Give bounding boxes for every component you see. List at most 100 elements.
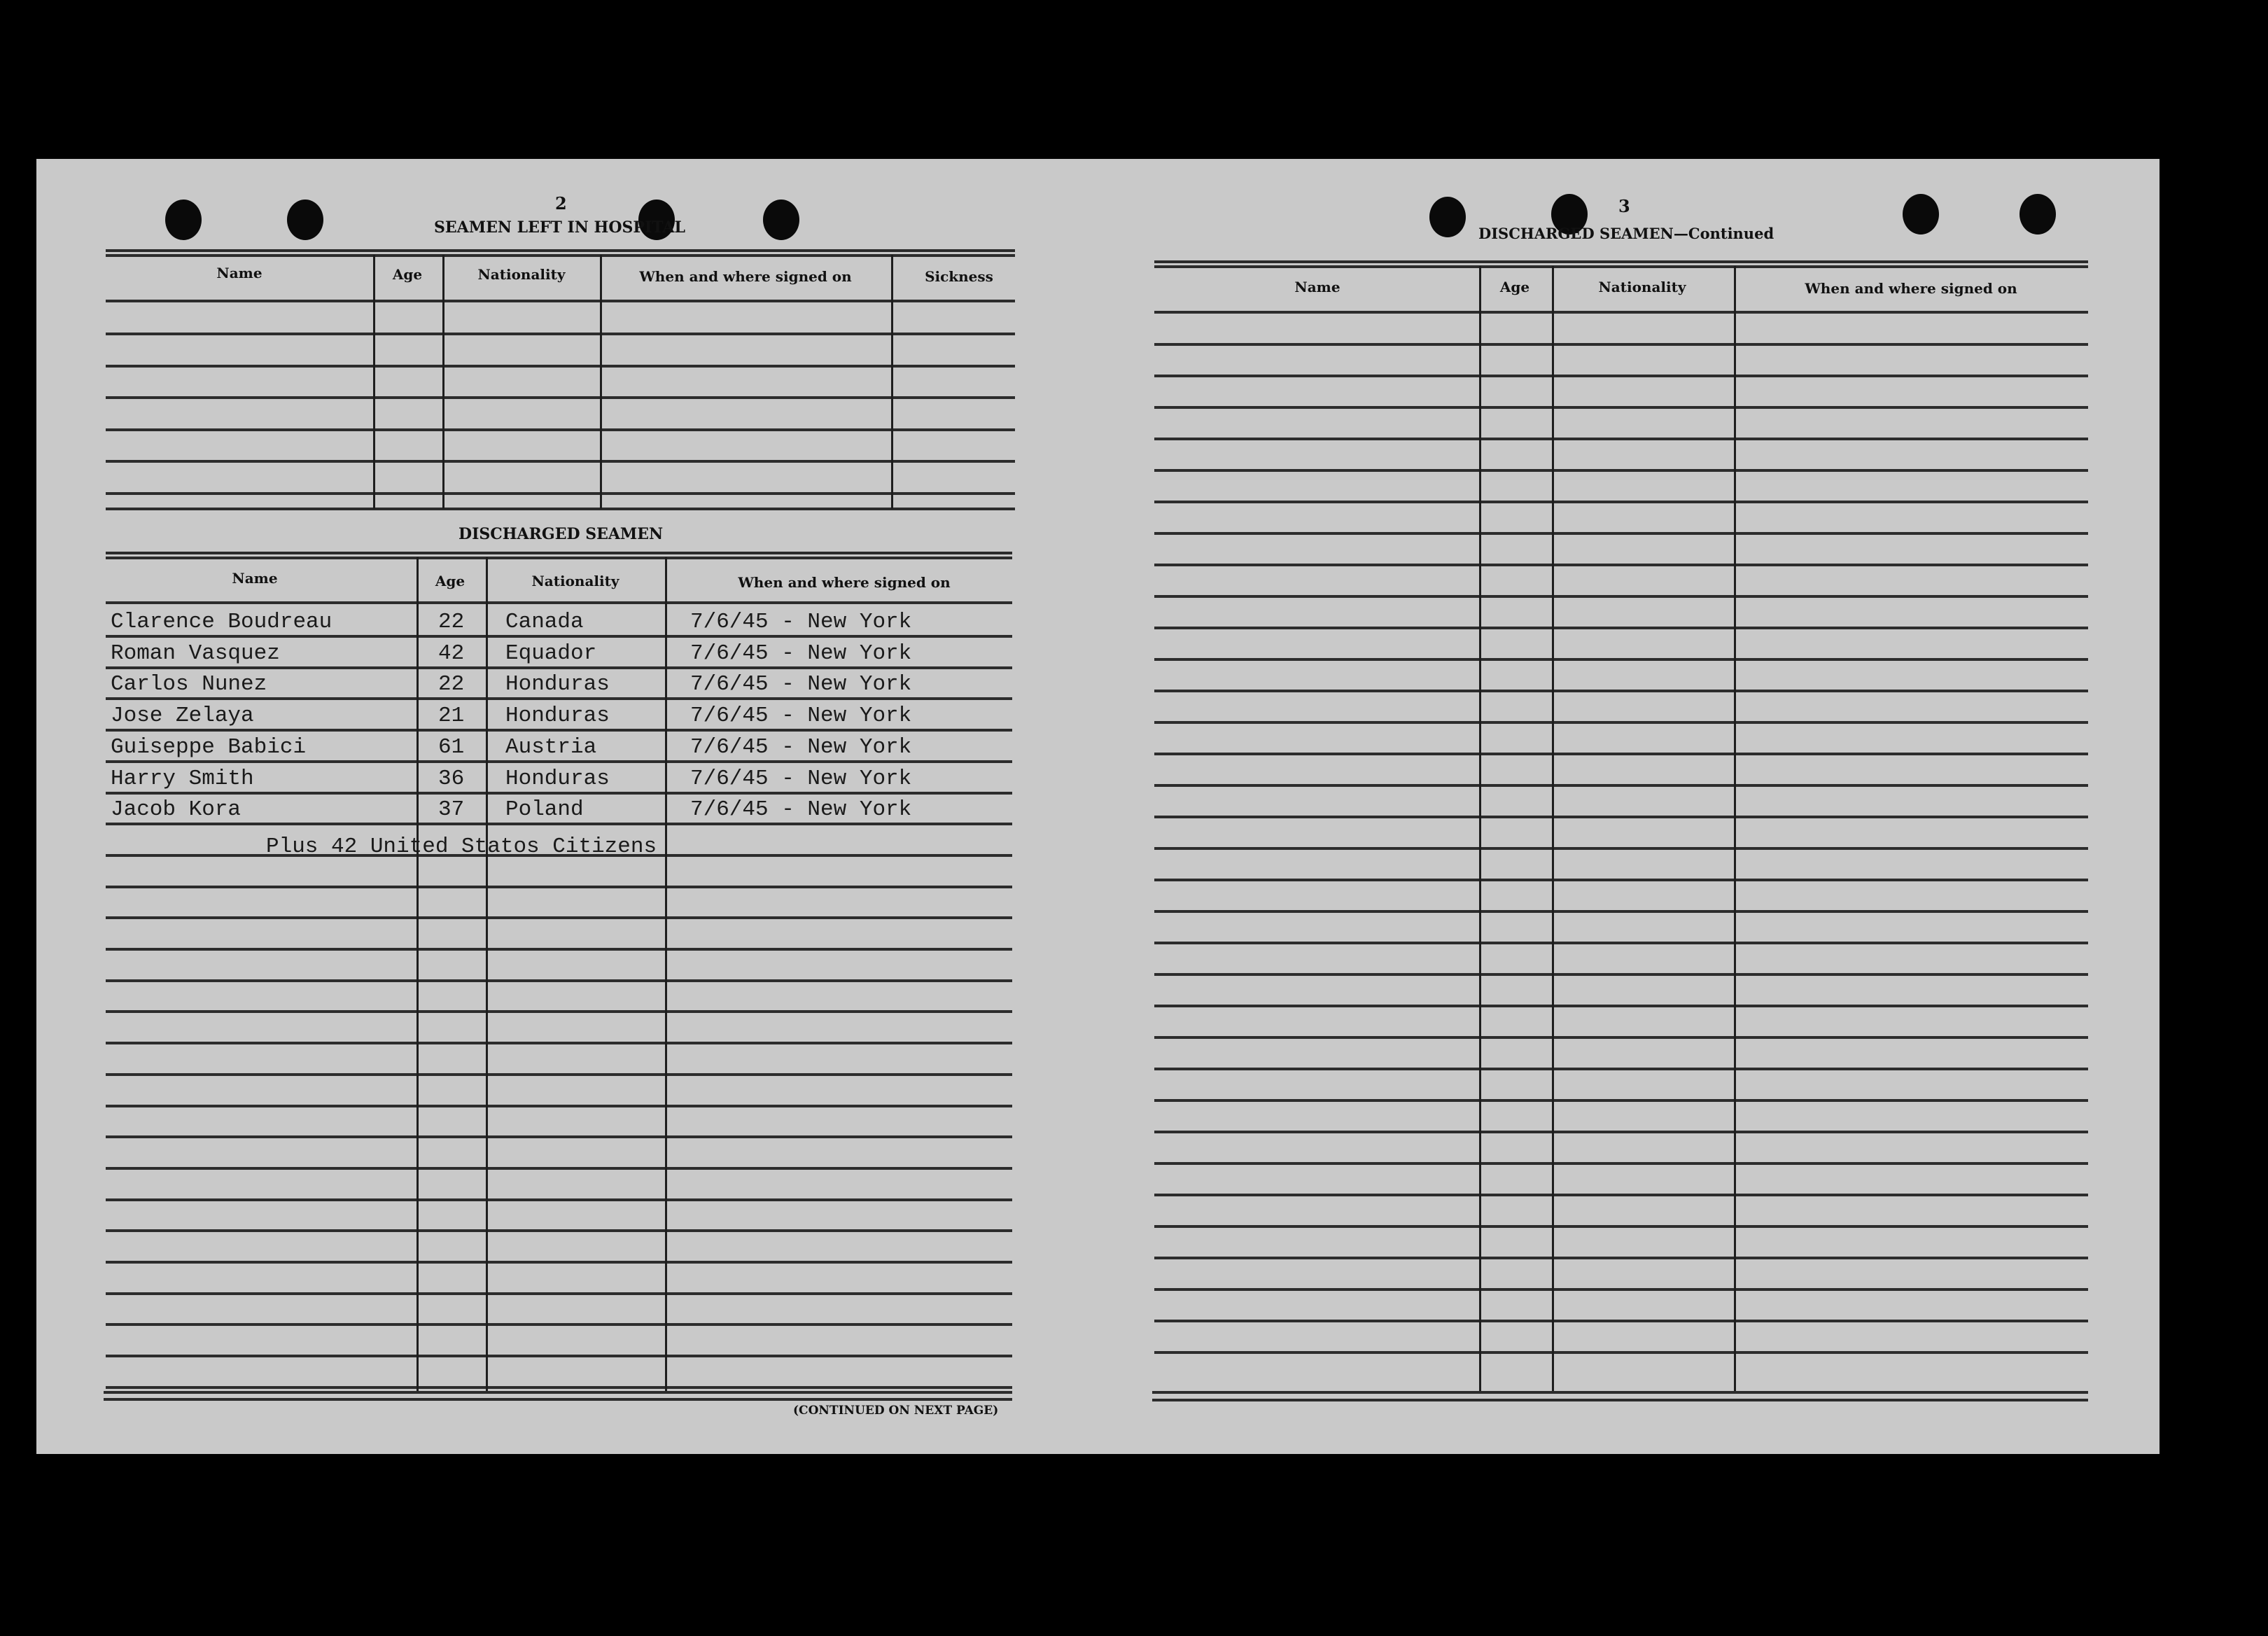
- rule-line: [1154, 784, 2088, 787]
- rule-line: [1154, 1099, 2088, 1102]
- column-divider: [1734, 266, 1736, 1392]
- punch-hole: [763, 200, 799, 240]
- seaman-name: Jose Zelaya: [111, 704, 254, 728]
- punch-hole: [1551, 194, 1588, 235]
- discharged-col-age: Age: [435, 573, 465, 589]
- rule-line: [106, 508, 1015, 510]
- rule-line: [106, 1229, 1012, 1232]
- column-divider: [665, 557, 667, 1392]
- rule-line: [106, 333, 1015, 335]
- rule-line: [1154, 1225, 2088, 1228]
- rule-line: [106, 1167, 1012, 1170]
- rule-line: [1154, 847, 2088, 850]
- rule-line: [1154, 879, 2088, 881]
- continued-col-name: Name: [1294, 279, 1340, 295]
- punch-hole: [638, 200, 675, 240]
- rule-line: [1154, 1162, 2088, 1165]
- rule-line: [1154, 564, 2088, 566]
- seaman-age: 21: [438, 704, 465, 728]
- hospital-col-sickness: Sickness: [925, 268, 993, 285]
- seaman-nationality: Honduras: [505, 767, 610, 791]
- double-rule: [1154, 260, 2088, 263]
- rule-line: [106, 948, 1012, 951]
- seaman-signed-on: 7/6/45 - New York: [690, 704, 912, 728]
- rule-line: [106, 1261, 1012, 1264]
- double-rule: [106, 254, 1015, 257]
- seaman-name: Clarence Boudreau: [111, 610, 332, 634]
- rule-line: [106, 792, 1012, 795]
- rule-line: [1154, 1257, 2088, 1259]
- punch-hole: [2019, 194, 2056, 235]
- discharged-note: Plus 42 United Statos Citizens: [266, 834, 657, 859]
- continued-col-nationality: Nationality: [1598, 279, 1686, 295]
- punch-hole: [287, 200, 323, 240]
- rule-line: [106, 697, 1012, 700]
- column-divider: [1479, 266, 1481, 1392]
- double-rule: [106, 557, 1012, 559]
- continued-col-age: Age: [1499, 279, 1530, 295]
- continued-footer: (CONTINUED ON NEXT PAGE): [793, 1404, 999, 1418]
- seaman-signed-on: 7/6/45 - New York: [690, 767, 912, 791]
- rule-line: [106, 428, 1015, 431]
- column-divider: [486, 557, 488, 1392]
- hospital-col-age: Age: [392, 266, 423, 283]
- column-divider: [600, 255, 602, 509]
- rule-line: [106, 1355, 1012, 1357]
- rule-line: [1154, 942, 2088, 944]
- rule-line: [1154, 501, 2088, 503]
- rule-line: [106, 1073, 1012, 1076]
- seaman-name: Guiseppe Babici: [111, 735, 307, 760]
- rule-line: [1154, 1351, 2088, 1354]
- discharged-col-name: Name: [232, 570, 278, 587]
- rule-line: [1154, 1131, 2088, 1133]
- double-rule: [106, 552, 1012, 554]
- rule-line: [106, 601, 1012, 604]
- document-sheet: [36, 159, 2160, 1454]
- rule-line: [1154, 973, 2088, 976]
- rule-line: [106, 460, 1015, 463]
- rule-line: [1154, 375, 2088, 377]
- seaman-age: 36: [438, 767, 465, 791]
- rule-line: [1154, 1194, 2088, 1196]
- rule-line: [106, 854, 1012, 857]
- rule-line: [106, 1198, 1012, 1201]
- rule-line: [1154, 658, 2088, 661]
- rule-line: [1154, 438, 2088, 440]
- rule-line: [1154, 753, 2088, 755]
- punch-hole: [1429, 197, 1466, 237]
- seaman-signed-on: 7/6/45 - New York: [690, 735, 912, 760]
- rule-line: [106, 1042, 1012, 1044]
- rule-line: [1154, 627, 2088, 629]
- rule-line: [1154, 690, 2088, 692]
- discharged-section-title: DISCHARGED SEAMEN: [458, 525, 664, 543]
- rule-line: [106, 823, 1012, 825]
- seaman-nationality: Austria: [505, 735, 597, 760]
- seaman-name: Harry Smith: [111, 767, 254, 791]
- column-divider: [416, 557, 419, 1392]
- seaman-nationality: Honduras: [505, 704, 610, 728]
- seaman-nationality: Honduras: [505, 672, 610, 697]
- rule-line: [1154, 343, 2088, 346]
- rule-line: [106, 916, 1012, 919]
- rule-line: [1154, 1036, 2088, 1039]
- rule-line: [106, 365, 1015, 368]
- rule-line: [106, 1135, 1012, 1138]
- rule-line: [1154, 311, 2088, 314]
- rule-line: [1154, 721, 2088, 724]
- rule-line: [1154, 910, 2088, 913]
- rule-line: [106, 492, 1015, 495]
- hospital-section-title: SEAMEN LEFT IN HOSPITAL: [434, 218, 685, 237]
- rule-line: [106, 886, 1012, 888]
- seaman-age: 61: [438, 735, 465, 760]
- continued-section-title: DISCHARGED SEAMEN—Continued: [1478, 225, 1774, 242]
- seaman-name: Carlos Nunez: [111, 672, 267, 697]
- rule-line: [1154, 469, 2088, 472]
- double-rule: [1154, 265, 2088, 268]
- seaman-signed-on: 7/6/45 - New York: [690, 797, 912, 822]
- seaman-name: Jacob Kora: [111, 797, 241, 822]
- rule-line: [106, 396, 1015, 399]
- seaman-signed-on: 7/6/45 - New York: [690, 641, 912, 666]
- discharged-col-nationality: Nationality: [531, 573, 620, 589]
- seaman-age: 42: [438, 641, 465, 666]
- hospital-col-nationality: Nationality: [477, 266, 566, 283]
